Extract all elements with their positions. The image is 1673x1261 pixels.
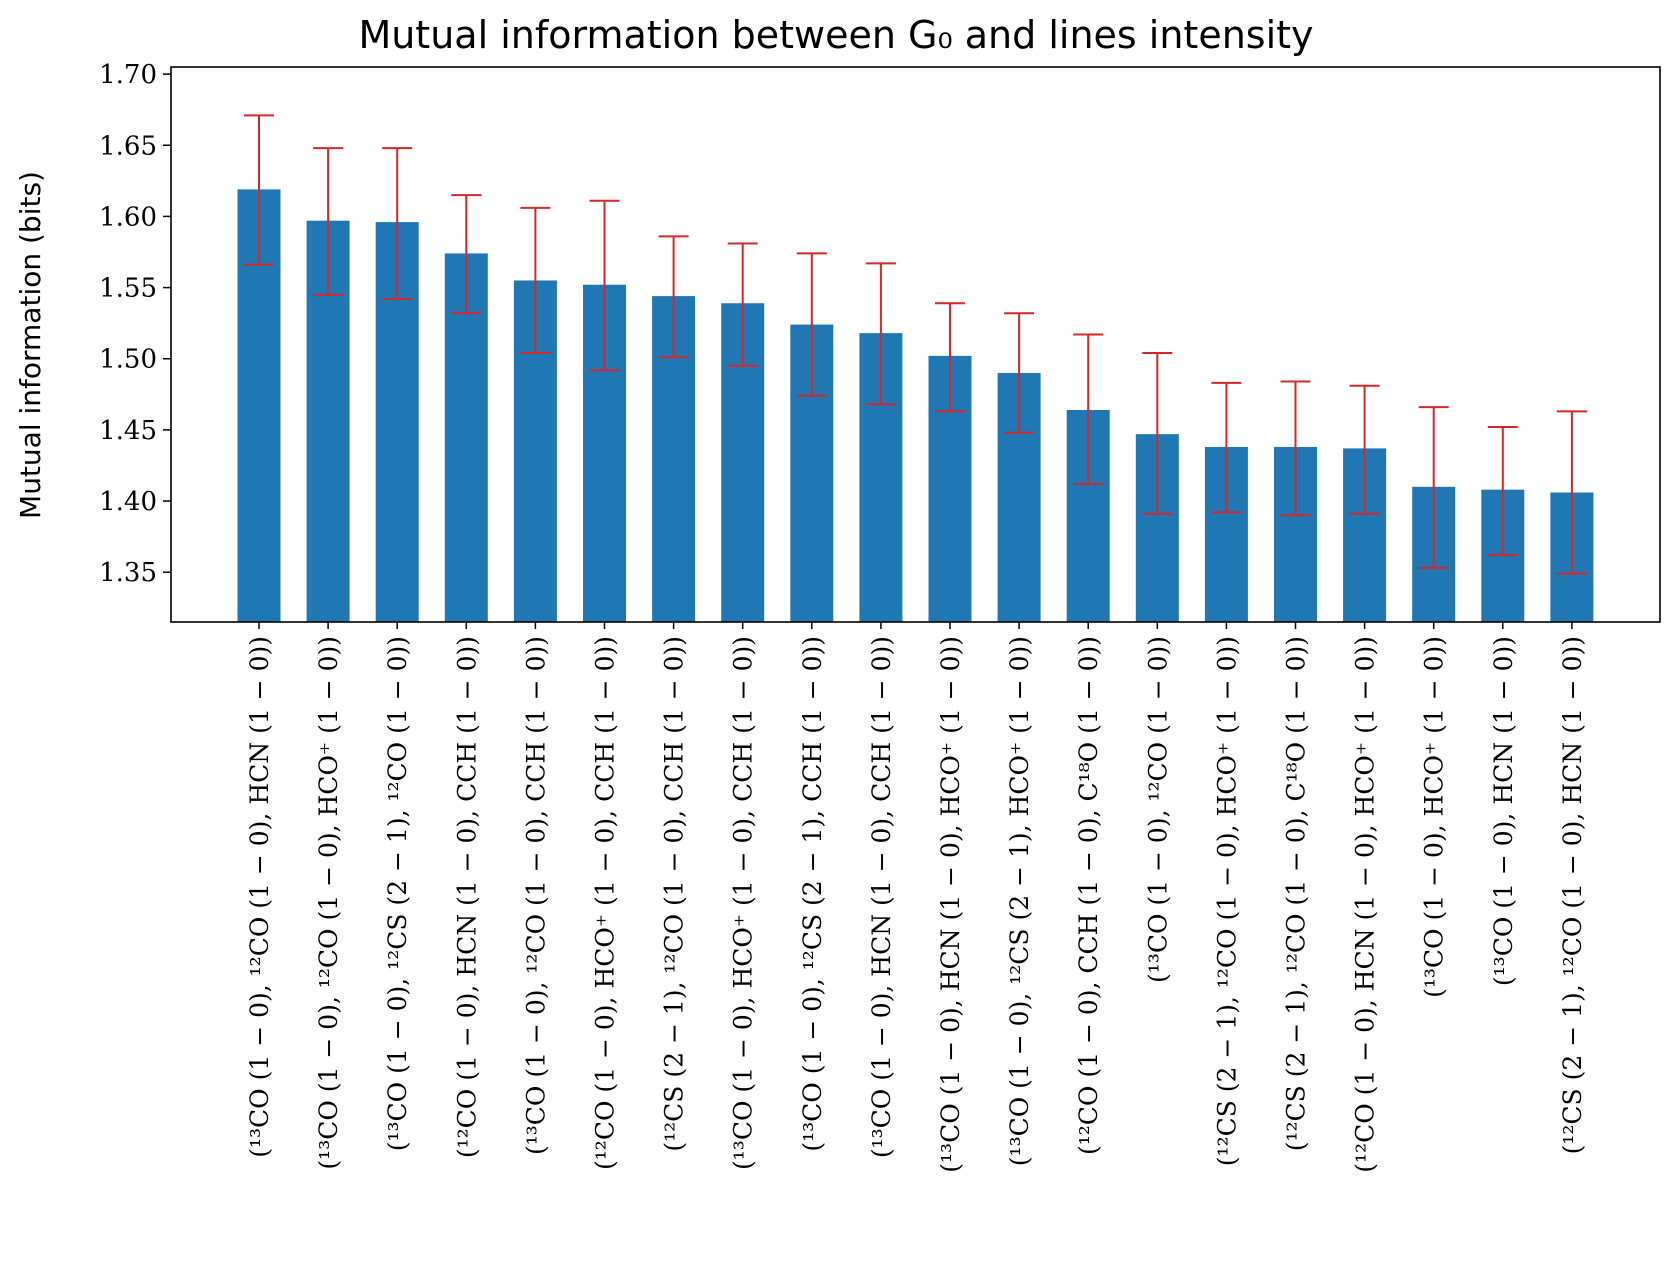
x-tick-label: (¹²CO (1 − 0), HCN (1 − 0), CCH (1 − 0)) xyxy=(452,636,481,1158)
x-tick-label: (¹²CS (2 − 1), ¹²CO (1 − 0), C¹⁸O (1 − 0… xyxy=(1282,636,1311,1151)
error-bar xyxy=(727,242,758,367)
x-tick-label: (¹²CS (2 − 1), ¹²CO (1 − 0), CCH (1 − 0)… xyxy=(660,636,689,1152)
error-bar xyxy=(1280,380,1311,517)
bar xyxy=(444,253,488,622)
x-tick-label: (¹²CS (2 − 1), ¹²CO (1 − 0), HCN (1 − 0)… xyxy=(1558,636,1587,1154)
error-bar xyxy=(1418,406,1449,569)
x-tick-label: (¹³CO (1 − 0), HCO⁺ (1 − 0)) xyxy=(1420,636,1449,998)
error-bar xyxy=(1487,426,1518,557)
x-tick-label: (¹³CO (1 − 0), ¹²CO (1 − 0), CCH (1 − 0)… xyxy=(521,636,550,1155)
error-bar xyxy=(451,194,482,315)
y-tick-label: 1.50 xyxy=(99,345,157,375)
y-tick-label: 1.40 xyxy=(99,487,157,517)
chart-title: Mutual information between G₀ and lines … xyxy=(358,13,1313,57)
x-tick-label: (¹²CO (1 − 0), HCN (1 − 0), HCO⁺ (1 − 0)… xyxy=(1351,636,1380,1173)
error-bar xyxy=(382,147,413,300)
error-bar xyxy=(1349,384,1380,515)
error-bar xyxy=(313,147,344,296)
y-tick-label: 1.55 xyxy=(99,274,157,304)
x-tick-label: (¹²CO (1 − 0), HCO⁺ (1 − 0), CCH (1 − 0)… xyxy=(591,636,620,1170)
error-bar xyxy=(520,206,551,355)
error-bar xyxy=(935,302,965,413)
error-bar xyxy=(589,199,620,372)
error-bar xyxy=(1004,312,1035,434)
y-tick-label: 1.70 xyxy=(99,60,157,90)
x-tick-label: (¹³CO (1 − 0), ¹²CO (1 − 0), HCN (1 − 0)… xyxy=(245,636,274,1158)
y-tick-label: 1.60 xyxy=(99,202,157,232)
x-tick-label: (¹²CO (1 − 0), CCH (1 − 0), C¹⁸O (1 − 0)… xyxy=(1074,636,1103,1155)
error-bar xyxy=(244,114,274,266)
error-bar xyxy=(1556,410,1587,575)
error-bar xyxy=(658,235,689,359)
x-tick-label: (¹³CO (1 − 0), HCN (1 − 0)) xyxy=(1489,636,1518,986)
x-tick-label: (¹³CO (1 − 0), ¹²CS (2 − 1), HCO⁺ (1 − 0… xyxy=(1005,636,1034,1166)
x-tick-label: (¹³CO (1 − 0), HCN (1 − 0), HCO⁺ (1 − 0)… xyxy=(936,636,965,1173)
x-tick-label: (¹³CO (1 − 0), HCO⁺ (1 − 0), CCH (1 − 0)… xyxy=(729,636,758,1170)
y-tick-label: 1.35 xyxy=(99,558,157,588)
y-tick-label: 1.65 xyxy=(99,131,157,161)
error-bar xyxy=(796,252,827,397)
error-bar xyxy=(1073,333,1104,485)
y-tick-label: 1.45 xyxy=(99,416,157,446)
x-tick-label: (¹³CO (1 − 0), HCN (1 − 0), CCH (1 − 0)) xyxy=(867,636,896,1158)
error-bar xyxy=(1211,381,1242,514)
x-tick-label: (¹³CO (1 − 0), ¹²CS (2 − 1), CCH (1 − 0)… xyxy=(798,636,827,1152)
error-bar xyxy=(1142,352,1173,515)
plot-frame xyxy=(170,66,1661,623)
x-tick-label: (¹³CO (1 − 0), ¹²CS (2 − 1), ¹²CO (1 − 0… xyxy=(383,636,412,1151)
error-bar xyxy=(865,262,896,406)
y-axis-label: Mutual information (bits) xyxy=(14,171,47,519)
x-tick-label: (¹³CO (1 − 0), ¹²CO (1 − 0)) xyxy=(1143,636,1172,983)
x-tick-label: (¹³CO (1 − 0), ¹²CO (1 − 0), HCO⁺ (1 − 0… xyxy=(314,636,343,1170)
x-tick-label: (¹²CS (2 − 1), ¹²CO (1 − 0), HCO⁺ (1 − 0… xyxy=(1212,636,1241,1166)
